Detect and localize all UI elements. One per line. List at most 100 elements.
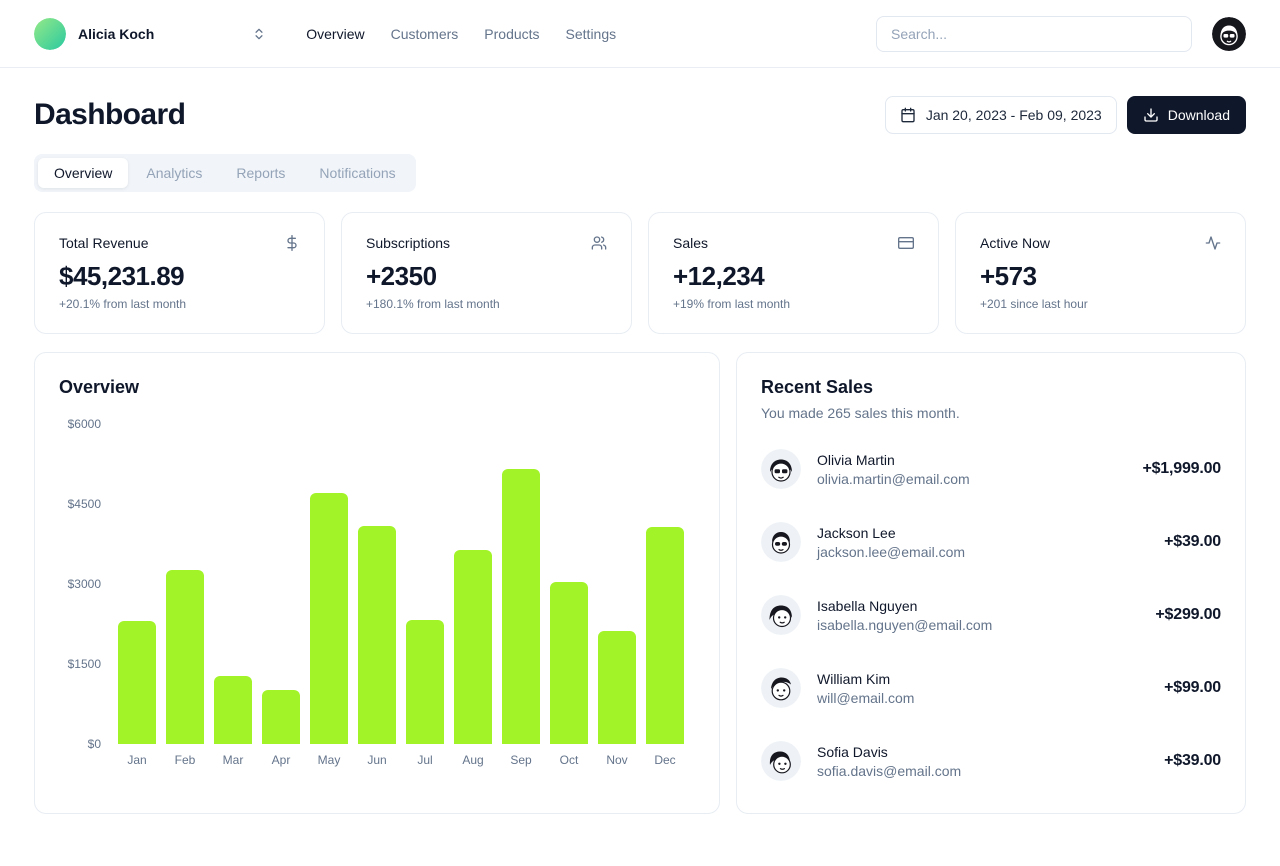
sale-row: Jackson Lee jackson.lee@email.com +$39.0… <box>761 522 1221 562</box>
stat-change: +180.1% from last month <box>366 297 500 311</box>
nav-link-customers[interactable]: Customers <box>390 25 459 42</box>
main-nav: Overview Customers Products Settings <box>306 26 616 42</box>
chart-x-tick: Aug <box>462 753 484 767</box>
chart-bar-slot: Jun <box>353 424 401 767</box>
activity-icon <box>1205 235 1221 251</box>
chart-y-axis: $6000 $4500 $3000 $1500 $0 <box>59 417 107 751</box>
chart-y-tick: $4500 <box>67 497 101 511</box>
tab-notifications[interactable]: Notifications <box>303 158 411 188</box>
nav-link-overview[interactable]: Overview <box>306 25 365 42</box>
customer-avatar <box>761 741 801 781</box>
chart-y-tick: $3000 <box>67 577 101 591</box>
chart-bar-slot: Feb <box>161 424 209 767</box>
bar-chart: $6000 $4500 $3000 $1500 $0 Jan Feb Mar Apr May Ju… <box>59 417 695 767</box>
chart-bar-slot: Oct <box>545 424 593 767</box>
customer-name: Jackson Lee <box>817 524 896 541</box>
stat-card-sales: Sales +12,234 +19% from last month <box>648 212 939 334</box>
stat-card-subscriptions: Subscriptions +2350 +180.1% from last mo… <box>341 212 632 334</box>
stat-title: Sales <box>673 235 709 251</box>
sale-row: Sofia Davis sofia.davis@email.com +$39.0… <box>761 741 1221 781</box>
stat-title: Total Revenue <box>59 235 149 251</box>
stat-change: +20.1% from last month <box>59 297 187 311</box>
stat-change: +201 since last hour <box>980 297 1088 311</box>
chart-bar-slot: May <box>305 424 353 767</box>
dashboard-content: Dashboard Jan 20, 2023 - Feb 09, 2023 <box>0 68 1280 814</box>
chart-x-tick: Mar <box>222 753 244 767</box>
search-input[interactable] <box>876 15 1192 52</box>
team-name: Alicia Koch <box>78 25 155 42</box>
chart-x-tick: Nov <box>606 753 628 767</box>
chart-x-tick: Jul <box>417 753 433 767</box>
download-button[interactable]: Download <box>1126 96 1246 134</box>
chart-bar <box>214 676 252 744</box>
chevrons-up-down-icon <box>252 27 266 41</box>
stat-value: +12,234 <box>673 261 765 291</box>
sale-amount: +$39.00 <box>1164 752 1221 769</box>
stat-value: +2350 <box>366 261 437 291</box>
calendar-icon <box>900 107 916 123</box>
sale-row: Olivia Martin olivia.martin@email.com +$… <box>761 449 1221 489</box>
stat-value: $45,231.89 <box>59 261 185 291</box>
customer-avatar <box>761 449 801 489</box>
chart-x-tick: Dec <box>654 753 676 767</box>
chart-bar-slot: Aug <box>449 424 497 767</box>
chart-bar-slot: Jul <box>401 424 449 767</box>
customer-name: Sofia Davis <box>817 743 888 760</box>
customer-email: sofia.davis@email.com <box>817 762 962 779</box>
top-nav-bar: Alicia Koch Overview Customers Products … <box>0 0 1280 68</box>
users-icon <box>591 235 607 251</box>
chart-bar <box>646 527 684 744</box>
customer-avatar <box>761 595 801 635</box>
customer-email: jackson.lee@email.com <box>817 543 966 560</box>
stat-value: +573 <box>980 261 1037 291</box>
chart-bars: Jan Feb Mar Apr May Jun Jul Aug Sep Oct Nov Dec <box>107 424 695 767</box>
customer-avatar <box>761 522 801 562</box>
chart-bar-slot: Jan <box>113 424 161 767</box>
customer-email: isabella.nguyen@email.com <box>817 616 993 633</box>
chart-bar-slot: Nov <box>593 424 641 767</box>
dollar-sign-icon <box>284 235 300 251</box>
chart-title: Overview <box>59 377 140 397</box>
chart-bar-slot: Apr <box>257 424 305 767</box>
customer-email: will@email.com <box>817 689 915 706</box>
tab-analytics[interactable]: Analytics <box>130 158 218 188</box>
chart-x-tick: Oct <box>559 753 579 767</box>
team-avatar <box>34 17 66 50</box>
customer-name: Isabella Nguyen <box>817 597 918 614</box>
chart-bar <box>454 549 492 744</box>
tab-overview[interactable]: Overview <box>38 158 129 188</box>
sale-amount: +$39.00 <box>1164 533 1221 550</box>
recent-sales-title: Recent Sales <box>761 377 874 397</box>
chart-bar <box>166 569 204 744</box>
download-label: Download <box>1167 107 1230 123</box>
chart-x-tick: Feb <box>174 753 196 767</box>
page-title: Dashboard <box>34 98 186 131</box>
date-range-label: Jan 20, 2023 - Feb 09, 2023 <box>925 107 1102 123</box>
chart-bar <box>598 630 636 744</box>
chart-bar-slot: Mar <box>209 424 257 767</box>
chart-x-tick: May <box>317 753 341 767</box>
chart-x-tick: Jan <box>127 753 147 767</box>
team-switcher[interactable]: Alicia Koch <box>34 17 266 50</box>
sale-amount: +$99.00 <box>1164 679 1221 696</box>
nav-link-settings[interactable]: Settings <box>565 25 617 42</box>
stat-title: Active Now <box>980 235 1051 251</box>
tab-reports[interactable]: Reports <box>220 158 301 188</box>
sale-amount: +$1,999.00 <box>1142 460 1221 477</box>
chart-bar <box>406 620 444 744</box>
customer-avatar <box>761 668 801 708</box>
download-icon <box>1143 107 1159 123</box>
date-range-picker[interactable]: Jan 20, 2023 - Feb 09, 2023 <box>884 96 1117 134</box>
sale-row: William Kim will@email.com +$99.00 <box>761 668 1221 708</box>
chart-bar <box>358 526 396 744</box>
chart-x-tick: Apr <box>271 753 291 767</box>
user-avatar[interactable] <box>1212 16 1246 51</box>
recent-sales-list: Olivia Martin olivia.martin@email.com +$… <box>761 449 1221 781</box>
dashboard-tabs: Overview Analytics Reports Notifications <box>34 154 416 192</box>
stat-change: +19% from last month <box>673 297 791 311</box>
nav-link-products[interactable]: Products <box>484 25 540 42</box>
sale-row: Isabella Nguyen isabella.nguyen@email.co… <box>761 595 1221 635</box>
chart-x-tick: Sep <box>510 753 532 767</box>
customer-name: Olivia Martin <box>817 451 895 468</box>
chart-bar <box>118 621 156 744</box>
